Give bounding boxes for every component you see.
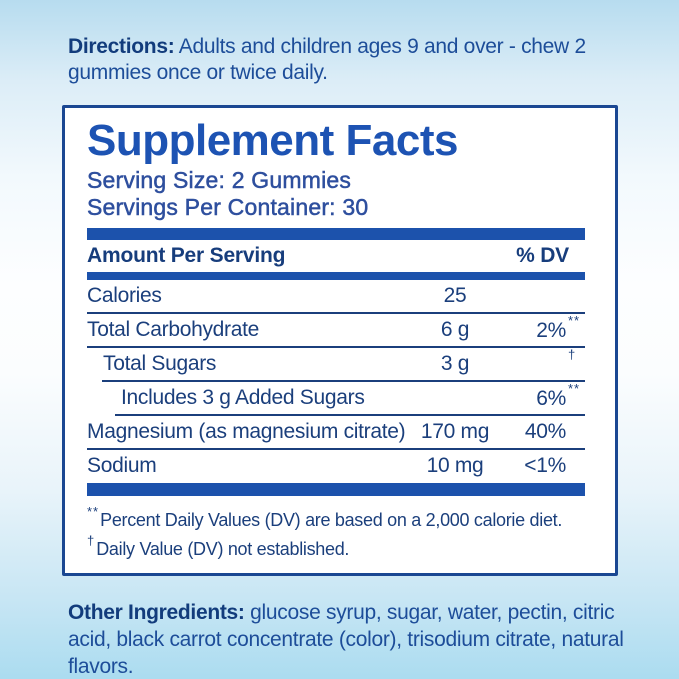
footnote-text: Daily Value (DV) not established. xyxy=(96,539,350,559)
row-divider xyxy=(102,380,585,382)
panel-title: Supplement Facts xyxy=(87,116,458,165)
row-divider xyxy=(87,346,585,348)
row-dv: 6% ** xyxy=(503,381,585,411)
row-name: Magnesium (as magnesium citrate) xyxy=(87,420,406,443)
row-name: Calories xyxy=(87,284,162,307)
row-divider xyxy=(87,448,585,450)
directions-text: Directions: Adults and children ages 9 a… xyxy=(68,34,620,86)
row-name: Includes 3 g Added Sugars xyxy=(121,386,365,409)
row-divider xyxy=(87,312,585,314)
table-row: Total Carbohydrate 6 g 2% ** xyxy=(87,313,585,346)
row-amount: 25 xyxy=(443,284,467,307)
row-amount: 6 g xyxy=(440,318,470,341)
row-name: Total Carbohydrate xyxy=(87,318,260,341)
dv-footnote-mark: ** xyxy=(568,381,581,396)
footnote-mark: ** xyxy=(87,504,100,519)
percent-dv-header: % DV xyxy=(516,244,569,267)
row-dv: 2% ** xyxy=(503,313,585,343)
row-dv: <1% xyxy=(524,454,566,477)
footnotes: **Percent Daily Values (DV) are based on… xyxy=(87,503,585,561)
divider-bar-header xyxy=(87,272,585,280)
row-name: Sodium xyxy=(87,454,157,477)
other-ingredients-body: glucose syrup, sugar, water, pectin, cit… xyxy=(68,601,624,678)
row-divider xyxy=(115,414,585,416)
row-amount: 10 mg xyxy=(426,454,484,477)
supplement-facts-panel: Supplement Facts Serving Size: 2 Gummies… xyxy=(62,105,618,576)
row-amount: 170 mg xyxy=(420,420,490,443)
other-ingredients-label: Other Ingredients: xyxy=(68,601,245,624)
divider-bar-bottom xyxy=(87,483,585,496)
table-row: Magnesium (as magnesium citrate) 170 mg 40… xyxy=(87,416,585,448)
row-dv: † xyxy=(503,347,585,377)
directions-body: Adults and children ages 9 and over - ch… xyxy=(68,35,586,84)
footnote: †Daily Value (DV) not established. xyxy=(87,532,585,561)
table-header: Amount Per Serving % DV xyxy=(87,240,585,272)
serving-size: Serving Size: 2 Gummies xyxy=(87,167,352,194)
facts-table: Calories 25 Total Carbohydrate 6 g 2% ** Total… xyxy=(87,280,585,482)
divider-bar-top xyxy=(87,228,585,240)
dv-footnote-mark: ** xyxy=(568,313,581,328)
row-amount: 3 g xyxy=(440,352,470,375)
row-name: Total Sugars xyxy=(103,352,217,375)
table-row: Includes 3 g Added Sugars 6% ** xyxy=(87,381,585,414)
row-dv xyxy=(503,284,585,308)
table-row: Sodium 10 mg <1% xyxy=(87,450,585,482)
servings-per-container: Servings Per Container: 30 xyxy=(87,194,369,221)
footnote: **Percent Daily Values (DV) are based on… xyxy=(87,503,585,532)
other-ingredients-text: Other Ingredients: glucose syrup, sugar,… xyxy=(68,599,634,679)
footnote-mark: † xyxy=(87,533,96,548)
directions-label: Directions: xyxy=(68,35,175,58)
amount-per-serving-header: Amount Per Serving xyxy=(87,244,286,267)
dv-footnote-mark: † xyxy=(568,347,577,362)
footnote-text: Percent Daily Values (DV) are based on a… xyxy=(100,510,563,530)
table-row: Calories 25 xyxy=(87,280,585,312)
row-dv: 40% xyxy=(524,420,566,443)
table-row: Total Sugars 3 g † xyxy=(87,347,585,380)
